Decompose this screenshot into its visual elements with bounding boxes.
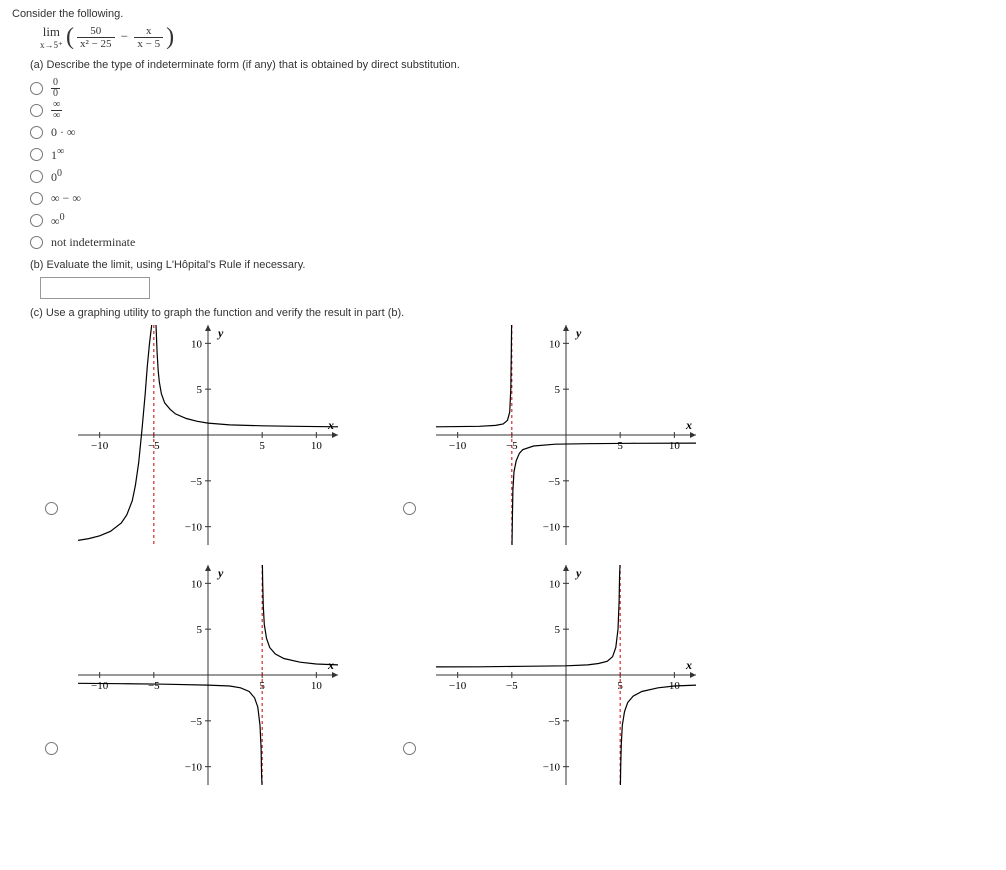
lim-approach: x→5⁺ [40,40,63,51]
option-label: ∞0 [51,212,65,229]
svg-text:−10: −10 [91,680,109,692]
svg-text:5: 5 [555,624,561,636]
plot: −10−5510−10−5510xy [436,565,696,785]
graph-option: −10−5510−10−5510xy [40,325,338,545]
svg-text:−10: −10 [449,680,467,692]
svg-text:−5: −5 [190,716,202,728]
option-radio[interactable] [30,82,43,95]
svg-text:−10: −10 [185,762,203,774]
svg-text:5: 5 [197,624,203,636]
option-label: ∞ − ∞ [51,191,81,206]
svg-text:5: 5 [555,384,561,396]
svg-text:−5: −5 [548,476,560,488]
svg-text:y: y [574,566,582,580]
svg-text:10: 10 [549,578,561,590]
part-b-input[interactable] [40,277,150,299]
svg-text:10: 10 [669,440,681,452]
graphs-grid: −10 −5 5 10 −10 −5 5 10 x y −10 −5 5 10 −10 −5 5 10 x y −10 −… [40,325,994,785]
svg-text:10: 10 [311,680,323,692]
graph-radio[interactable] [403,502,416,515]
option-radio[interactable] [30,236,43,249]
option-radio[interactable] [30,126,43,139]
option-radio[interactable] [30,148,43,161]
svg-text:y: y [216,566,224,580]
option-row: ∞ − ∞ [30,187,994,209]
svg-text:−10: −10 [185,522,203,534]
graph-option: −10−5510−10−5510xy [398,325,696,545]
frac1-den: x² − 25 [77,38,115,50]
svg-text:x: x [685,418,692,432]
svg-text:−5: −5 [548,716,560,728]
option-row: not indeterminate [30,231,994,253]
option-radio[interactable] [30,214,43,227]
plot: −10−5510−10−5510xy [78,565,338,785]
svg-text:−5: −5 [190,476,202,488]
option-row: 00 [30,77,994,99]
svg-text:x: x [327,418,334,432]
svg-text:y: y [574,326,582,340]
intro-text: Consider the following. [12,8,994,20]
svg-text:10: 10 [311,440,323,452]
minus-sign: − [121,28,128,43]
plot: −10−5510−10−5510xy [436,325,696,545]
svg-text:10: 10 [191,578,203,590]
option-row: ∞0 [30,209,994,231]
option-radio[interactable] [30,192,43,205]
lim-text: lim [43,24,60,39]
svg-text:−5: −5 [506,680,518,692]
part-a-prompt: (a) Describe the type of indeterminate f… [30,59,994,71]
svg-text:−10: −10 [449,440,467,452]
svg-text:y: y [216,326,224,340]
svg-text:−10: −10 [543,522,561,534]
frac2-num: x [134,25,163,38]
option-row: 0 · ∞ [30,121,994,143]
svg-text:5: 5 [617,440,623,452]
frac1-num: 50 [77,25,115,38]
svg-text:−10: −10 [91,440,109,452]
option-radio[interactable] [30,104,43,117]
svg-text:10: 10 [191,338,203,350]
option-label: 00 [51,168,62,185]
graph-radio[interactable] [45,742,58,755]
graph-option: −10−5510−10−5510xy [398,565,696,785]
plot: −10−5510−10−5510xy [78,325,338,545]
option-row: 1∞ [30,143,994,165]
part-a-options: 00∞∞0 · ∞1∞00∞ − ∞∞0not indeterminate [30,77,994,253]
svg-text:−10: −10 [543,762,561,774]
svg-text:5: 5 [197,384,203,396]
option-radio[interactable] [30,170,43,183]
option-label: 1∞ [51,146,64,163]
option-label: 0 · ∞ [51,125,76,140]
frac2-den: x − 5 [134,38,163,50]
graph-option: −10−5510−10−5510xy [40,565,338,785]
option-row: ∞∞ [30,99,994,121]
part-b-prompt: (b) Evaluate the limit, using L'Hôpital'… [30,259,994,271]
option-label: ∞∞ [51,100,62,121]
option-label: 00 [51,78,60,99]
svg-text:x: x [685,658,692,672]
svg-text:−5: −5 [148,680,160,692]
graph-radio[interactable] [403,742,416,755]
svg-text:10: 10 [549,338,561,350]
option-row: 00 [30,165,994,187]
graph-radio[interactable] [45,502,58,515]
option-label: not indeterminate [51,235,135,250]
svg-text:5: 5 [259,440,265,452]
part-c-prompt: (c) Use a graphing utility to graph the … [30,307,994,319]
limit-expression: lim x→5⁺ ( 50 x² − 25 − x x − 5 ) [40,24,994,51]
